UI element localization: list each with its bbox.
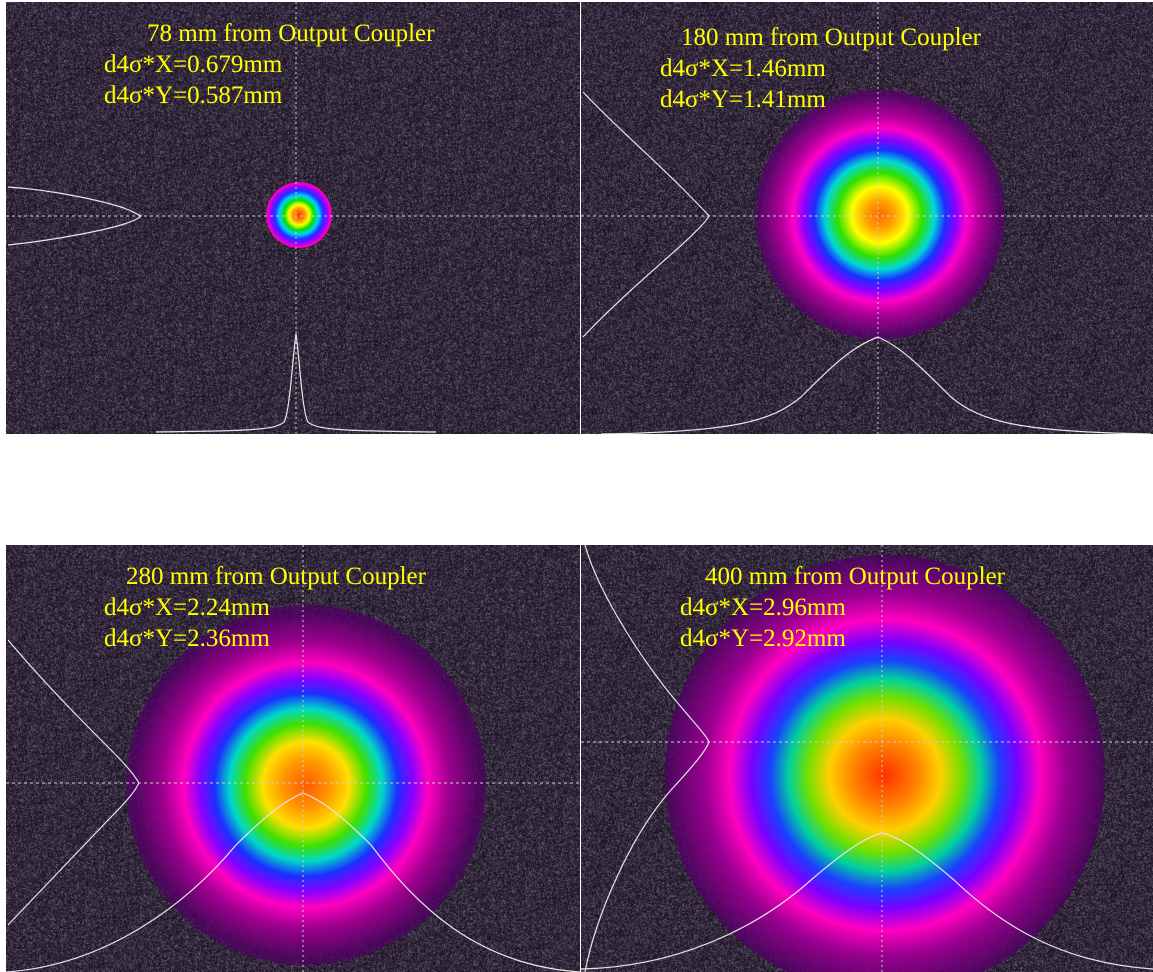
beam-spot: [266, 182, 332, 248]
beam-profile-panel-180mm: 180 mm from Output Coupler d4σ*X=1.46mm …: [581, 2, 1153, 434]
d4sigma-y-value: d4σ*Y=2.92mm: [680, 625, 846, 652]
panel-caption: 78 mm from Output Coupler d4σ*X=0.679mm …: [104, 18, 434, 111]
panel-caption: 280 mm from Output Coupler d4σ*X=2.24mm …: [104, 561, 426, 654]
profile-overlay: [6, 545, 580, 972]
d4sigma-y-value: d4σ*Y=2.36mm: [104, 625, 270, 652]
distance-title: 400 mm from Output Coupler: [705, 563, 1005, 590]
d4sigma-x-value: d4σ*X=2.96mm: [680, 594, 846, 621]
distance-title: 280 mm from Output Coupler: [126, 563, 426, 590]
d4sigma-y-value: d4σ*Y=1.41mm: [660, 86, 826, 113]
beam-spot: [665, 555, 1105, 972]
d4sigma-x-value: d4σ*X=2.24mm: [104, 594, 270, 621]
horizontal-profile-curve: [600, 336, 1152, 434]
panel-caption: 400 mm from Output Coupler d4σ*X=2.96mm …: [680, 561, 1005, 654]
profile-overlay: [6, 2, 580, 434]
horizontal-profile-curve: [581, 832, 1153, 970]
vertical-profile-curve: [582, 91, 710, 338]
horizontal-profile-curve: [6, 792, 580, 972]
beam-profile-panel-78mm: 78 mm from Output Coupler d4σ*X=0.679mm …: [6, 2, 580, 434]
vertical-profile-curve: [7, 186, 143, 246]
beam-profile-panel-400mm: 400 mm from Output Coupler d4σ*X=2.96mm …: [581, 545, 1153, 972]
d4sigma-y-value: d4σ*Y=0.587mm: [104, 82, 283, 109]
vertical-profile-curve: [584, 545, 710, 972]
beam-spot: [126, 605, 486, 965]
horizontal-profile-curve: [155, 333, 437, 433]
profile-overlay: [581, 545, 1153, 972]
vertical-profile-curve: [7, 639, 140, 926]
d4sigma-x-value: d4σ*X=0.679mm: [104, 51, 283, 78]
beam-spot: [755, 90, 1005, 340]
panel-caption: 180 mm from Output Coupler d4σ*X=1.46mm …: [660, 22, 981, 115]
d4sigma-x-value: d4σ*X=1.46mm: [660, 55, 826, 82]
beam-profile-panel-280mm: 280 mm from Output Coupler d4σ*X=2.24mm …: [6, 545, 580, 972]
distance-title: 180 mm from Output Coupler: [681, 24, 981, 51]
distance-title: 78 mm from Output Coupler: [147, 20, 435, 47]
profile-overlay: [581, 2, 1153, 434]
